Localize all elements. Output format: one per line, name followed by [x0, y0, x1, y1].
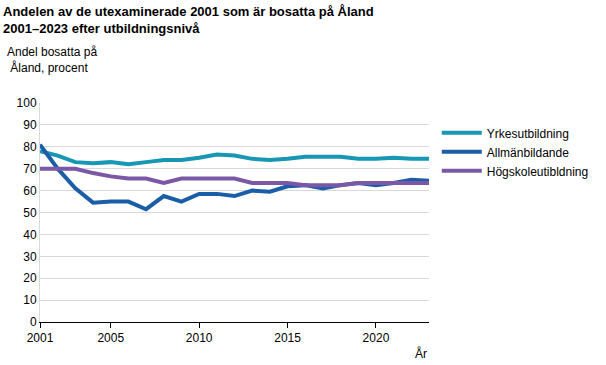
svg-text:100: 100 — [17, 96, 37, 110]
svg-text:10: 10 — [23, 293, 37, 307]
svg-text:2020: 2020 — [363, 331, 390, 345]
svg-text:50: 50 — [23, 206, 37, 220]
svg-text:80: 80 — [23, 140, 37, 154]
svg-text:70: 70 — [23, 162, 37, 176]
svg-text:60: 60 — [23, 184, 37, 198]
svg-text:20: 20 — [23, 271, 37, 285]
svg-text:Högskoleutibldning: Högskoleutibldning — [487, 165, 588, 179]
svg-text:Allmänbildande: Allmänbildande — [487, 146, 569, 160]
svg-text:Yrkesutbildning: Yrkesutbildning — [487, 127, 569, 141]
svg-text:Andelen av de utexaminerade 20: Andelen av de utexaminerade 2001 som är … — [3, 4, 374, 36]
svg-text:30: 30 — [23, 249, 37, 263]
svg-text:40: 40 — [23, 228, 37, 242]
svg-text:2015: 2015 — [274, 331, 301, 345]
svg-text:Andel bosatta på Åland, procen: Andel bosatta på Åland, procent — [7, 45, 97, 75]
svg-text:År: År — [415, 346, 427, 361]
svg-text:2005: 2005 — [97, 331, 124, 345]
svg-text:2001: 2001 — [27, 331, 54, 345]
svg-text:0: 0 — [30, 315, 37, 329]
svg-text:2010: 2010 — [186, 331, 213, 345]
svg-text:90: 90 — [23, 118, 37, 132]
